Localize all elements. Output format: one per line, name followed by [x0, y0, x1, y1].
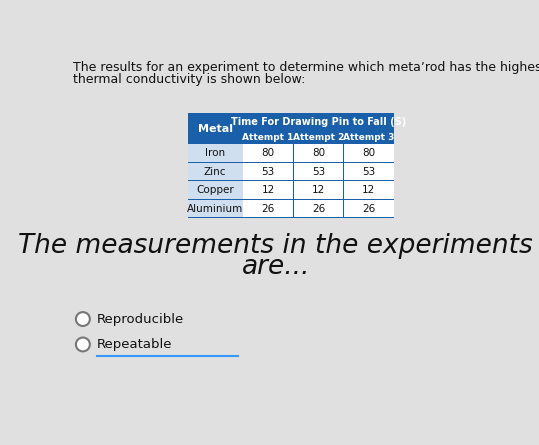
Bar: [243, 181, 293, 199]
Text: Time For Drawing Pin to Fall (S): Time For Drawing Pin to Fall (S): [231, 117, 406, 127]
Text: 26: 26: [312, 203, 325, 214]
Text: 12: 12: [261, 185, 275, 195]
Bar: [188, 113, 395, 218]
Text: Zinc: Zinc: [204, 166, 226, 177]
Text: 26: 26: [261, 203, 275, 214]
Text: Copper: Copper: [196, 185, 234, 195]
Text: Attempt 2: Attempt 2: [293, 133, 344, 142]
Text: 80: 80: [261, 148, 275, 158]
Bar: [294, 144, 343, 162]
Bar: [188, 163, 243, 181]
Bar: [243, 130, 293, 144]
Bar: [188, 181, 243, 199]
Text: 26: 26: [362, 203, 376, 214]
Text: Reproducible: Reproducible: [97, 312, 184, 326]
Text: Metal: Metal: [197, 124, 232, 134]
Bar: [344, 130, 393, 144]
Text: 80: 80: [362, 148, 375, 158]
Text: Attempt 1: Attempt 1: [243, 133, 294, 142]
Bar: [188, 113, 243, 144]
Text: 12: 12: [312, 185, 325, 195]
Bar: [344, 163, 393, 181]
Bar: [243, 113, 395, 130]
Bar: [243, 163, 293, 181]
Text: 53: 53: [362, 166, 376, 177]
Text: The measurements in the experiments: The measurements in the experiments: [18, 233, 533, 259]
Circle shape: [76, 312, 90, 326]
Bar: [294, 200, 343, 218]
Bar: [344, 144, 393, 162]
Text: 53: 53: [261, 166, 275, 177]
Text: 12: 12: [362, 185, 376, 195]
Circle shape: [76, 337, 90, 352]
Text: Iron: Iron: [205, 148, 225, 158]
Text: Aluminium: Aluminium: [187, 203, 243, 214]
Text: Attempt 3: Attempt 3: [343, 133, 395, 142]
Text: Repeatable: Repeatable: [97, 338, 172, 351]
Bar: [344, 200, 393, 218]
Text: 80: 80: [312, 148, 325, 158]
Bar: [243, 144, 293, 162]
Bar: [243, 200, 293, 218]
Text: thermal conductivity is shown below:: thermal conductivity is shown below:: [73, 73, 305, 85]
Bar: [344, 181, 393, 199]
Bar: [294, 130, 343, 144]
Text: 53: 53: [312, 166, 325, 177]
Text: are...: are...: [241, 255, 310, 280]
Text: The results for an experiment to determine which metaʼrod has the highest: The results for an experiment to determi…: [73, 61, 539, 74]
Bar: [188, 144, 243, 162]
Bar: [294, 163, 343, 181]
Bar: [188, 200, 243, 218]
Bar: [294, 181, 343, 199]
